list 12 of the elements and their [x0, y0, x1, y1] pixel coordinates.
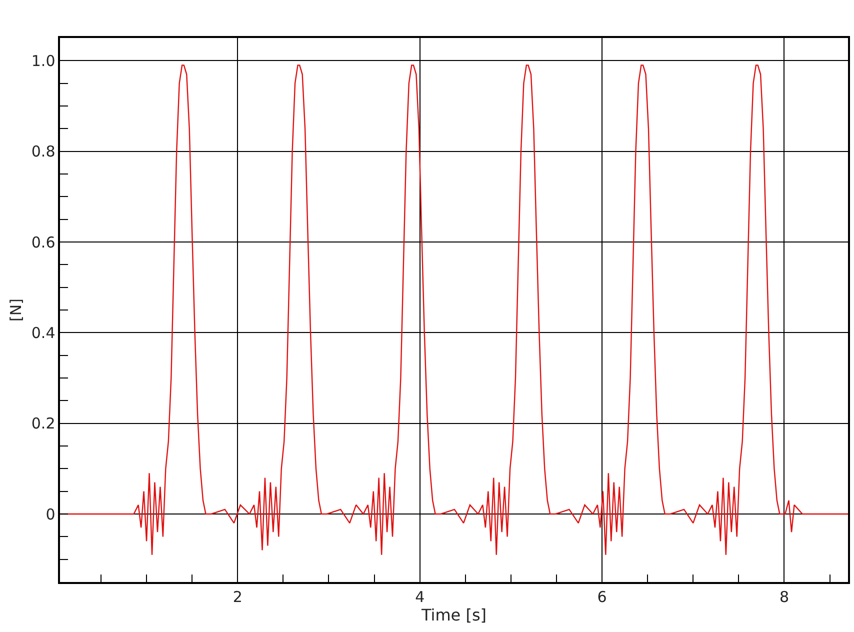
- y-tick-label: 0.8: [31, 142, 56, 161]
- y-tick-label: 0.2: [31, 414, 56, 433]
- y-axis-title: [N]: [7, 298, 26, 322]
- y-tick-label: 0.6: [31, 233, 56, 252]
- x-tick-label: 4: [415, 588, 425, 606]
- y-tick-label: 0.4: [31, 324, 56, 342]
- y-tick-label: 0: [46, 505, 56, 524]
- x-tick-label: 2: [232, 588, 242, 606]
- x-tick-label: 8: [779, 588, 790, 606]
- y-tick-label: 1.0: [31, 52, 56, 70]
- x-axis-title: Time [s]: [420, 606, 487, 625]
- x-tick-label: 6: [597, 588, 607, 606]
